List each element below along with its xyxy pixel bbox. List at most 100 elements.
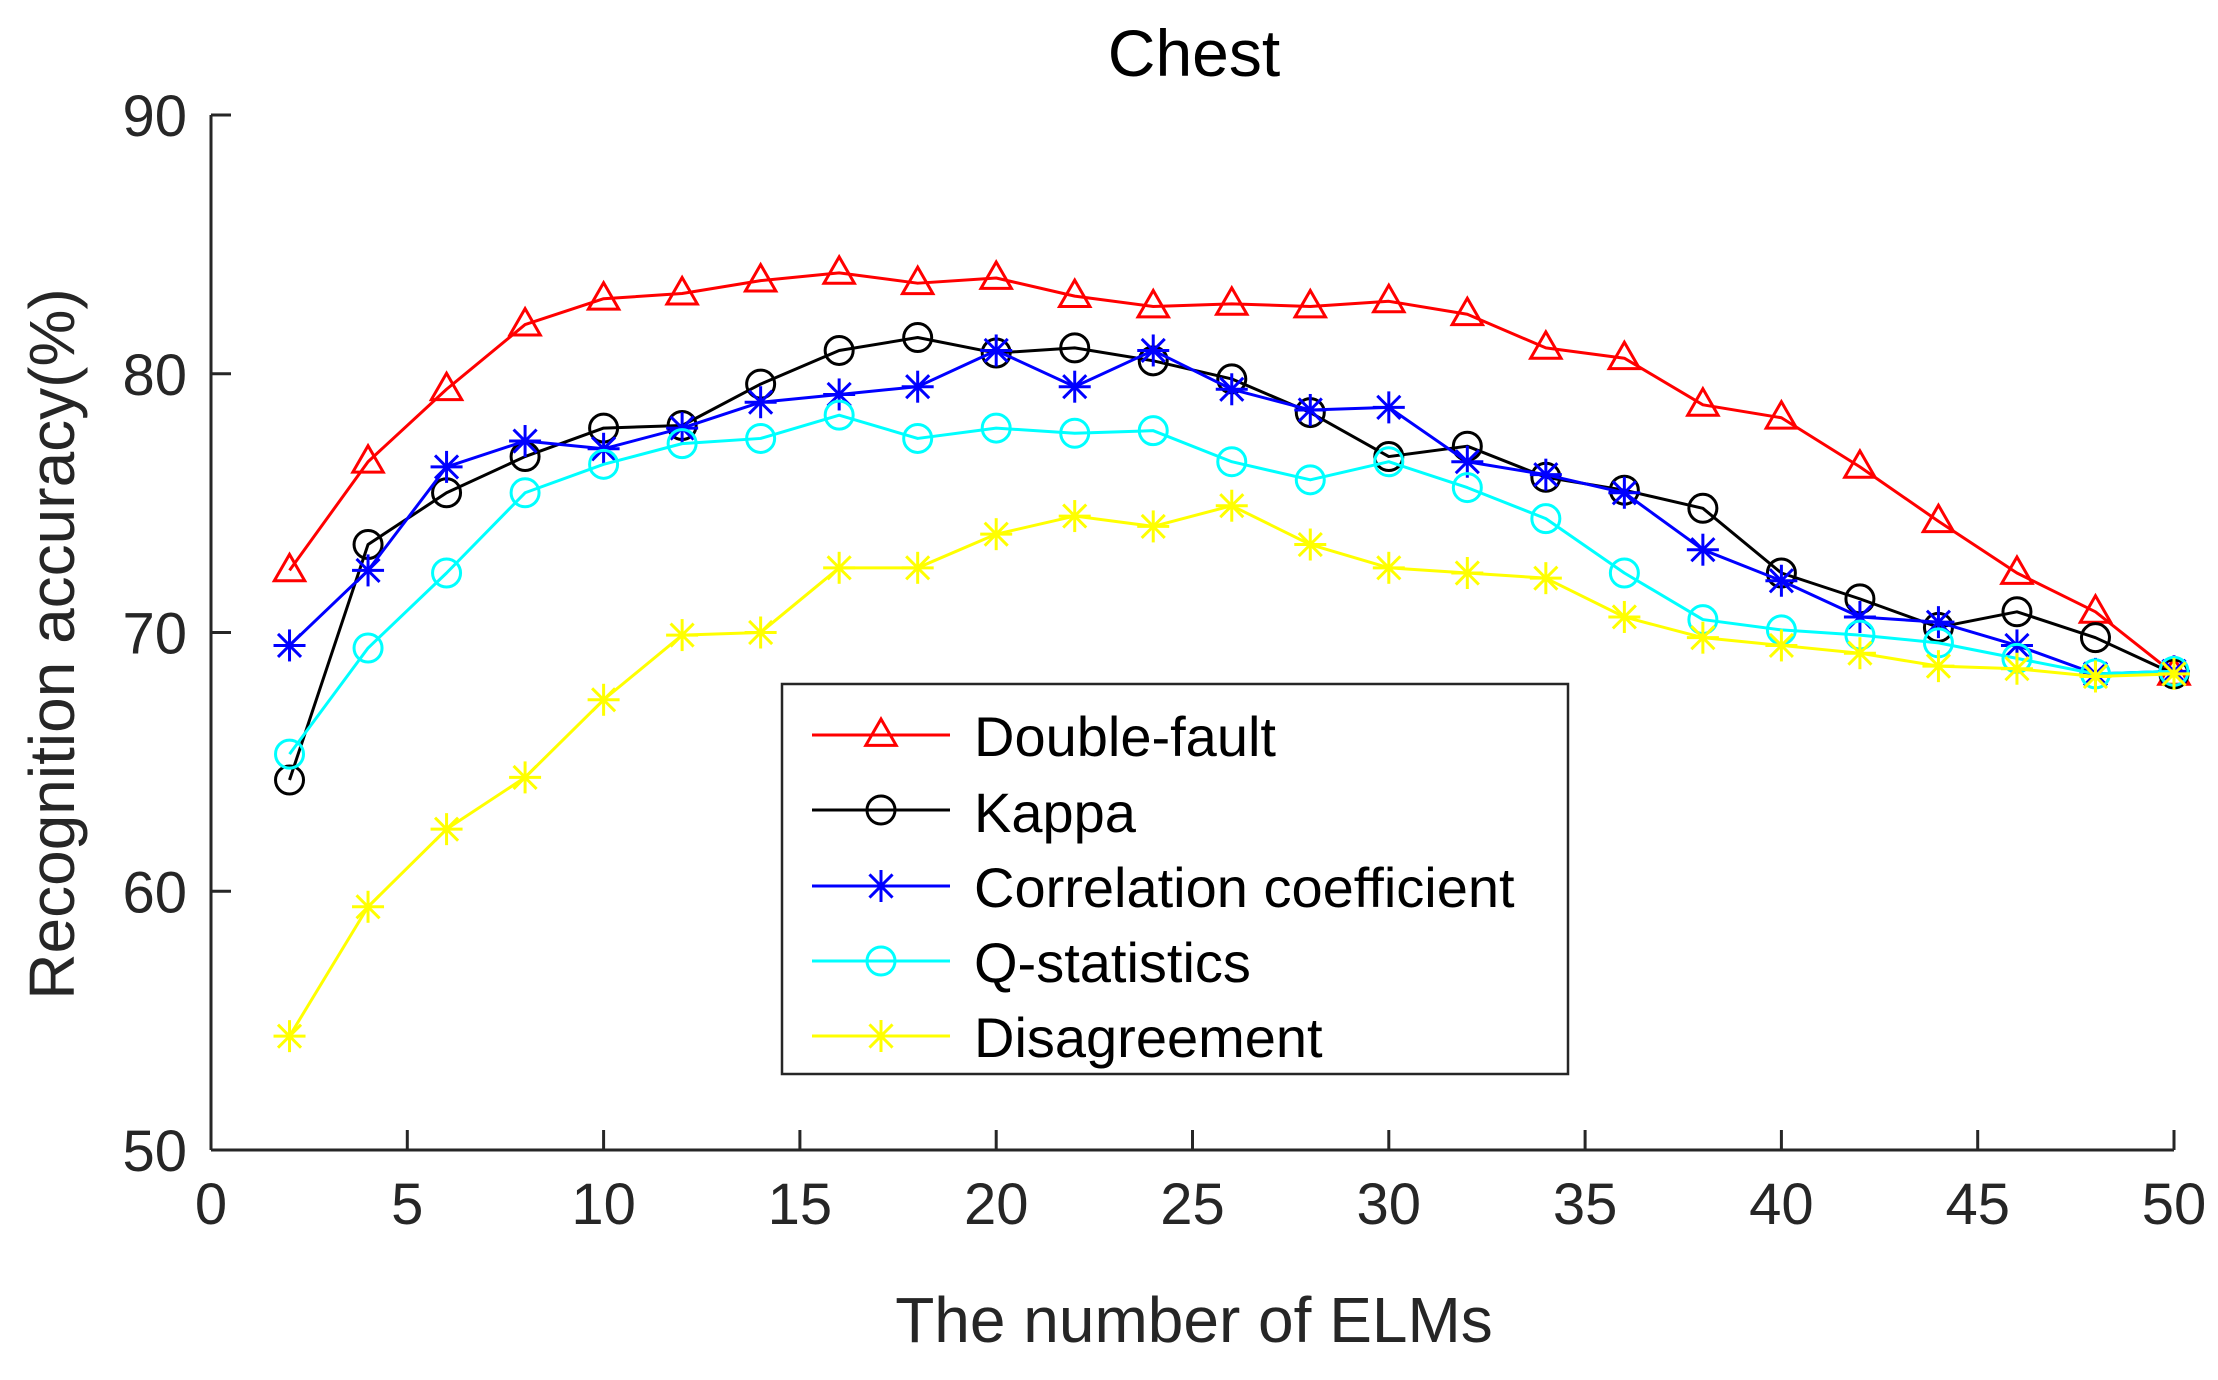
data-point-q-statistics — [1059, 417, 1091, 449]
data-point-q-statistics — [509, 477, 541, 509]
data-point-q-statistics — [431, 557, 463, 589]
legend: Double-fault Kappa Correlation coefficie… — [780, 682, 1570, 1076]
x-tick-label: 20 — [964, 1172, 1029, 1237]
y-tick-label: 50 — [122, 1119, 187, 1184]
data-point-disagreement — [352, 890, 385, 923]
series-line-q-statistics — [288, 413, 2175, 756]
legend-label-disagreement: Disagreement — [974, 1006, 1323, 1069]
data-point-q-statistics — [1137, 415, 1169, 447]
data-point-q-statistics — [980, 412, 1012, 444]
y-tick-label: 70 — [122, 602, 187, 667]
data-point-q-statistics — [745, 422, 777, 454]
data-point-kappa — [2001, 596, 2033, 628]
y-tick-label: 60 — [122, 860, 187, 925]
data-point-q-statistics — [1451, 472, 1483, 504]
data-point-correlation-coefficient — [901, 370, 934, 403]
data-point-disagreement — [1529, 562, 1562, 595]
data-point-correlation-coefficient — [1137, 334, 1170, 367]
data-point-double-fault — [585, 279, 622, 311]
y-tick-label: 80 — [122, 343, 187, 408]
x-tick-label: 15 — [768, 1172, 833, 1237]
data-point-correlation-coefficient — [509, 425, 542, 458]
data-point-q-statistics — [1530, 503, 1562, 535]
data-point-correlation-coefficient — [1608, 476, 1641, 509]
data-point-double-fault — [2077, 592, 2114, 624]
legend-label-kappa: Kappa — [974, 781, 1137, 844]
data-point-q-statistics — [1216, 446, 1248, 478]
data-point-disagreement — [2158, 657, 2190, 690]
x-tick-label: 5 — [391, 1172, 423, 1237]
data-point-disagreement — [744, 616, 777, 649]
data-point-correlation-coefficient — [1686, 533, 1719, 566]
legend-marker-q-statistics — [865, 945, 897, 977]
data-point-disagreement — [273, 1020, 306, 1053]
data-point-double-fault — [821, 253, 857, 285]
data-point-disagreement — [823, 551, 856, 584]
data-point-q-statistics — [823, 399, 855, 431]
x-tick-label: 25 — [1160, 1172, 1225, 1237]
chart-title: Chest — [1108, 16, 1280, 90]
data-point-disagreement — [1137, 510, 1170, 543]
data-point-q-statistics — [1373, 446, 1405, 478]
data-point-q-statistics — [666, 428, 698, 460]
axes: 0 5 10 15 20 25 30 35 40 45 50 50 60 70 80 90 — [122, 84, 2206, 1237]
x-tick-label: 30 — [1357, 1172, 1422, 1237]
x-tick-label: 40 — [1749, 1172, 1814, 1237]
data-point-double-fault — [1449, 295, 1486, 327]
series-line-double-fault — [288, 271, 2175, 676]
x-tick-label: 50 — [2142, 1172, 2207, 1237]
data-point-kappa — [1687, 492, 1719, 524]
data-point-double-fault — [1056, 277, 1093, 309]
data-point-disagreement — [430, 813, 463, 846]
data-point-double-fault — [1685, 385, 1721, 417]
legend-marker-correlation-coefficient — [865, 870, 897, 902]
data-point-correlation-coefficient — [1765, 564, 1798, 597]
data-point-correlation-coefficient — [1058, 370, 1091, 403]
data-point-double-fault — [742, 261, 779, 293]
data-point-kappa — [1059, 332, 1091, 364]
data-point-double-fault — [978, 259, 1014, 290]
data-point-double-fault — [1528, 328, 1564, 360]
data-point-disagreement — [980, 518, 1013, 551]
data-point-correlation-coefficient — [1372, 391, 1405, 424]
data-point-correlation-coefficient — [1294, 393, 1327, 426]
data-point-double-fault — [271, 551, 308, 583]
y-axis-label: Recognition accuracy(%) — [16, 288, 88, 999]
data-point-kappa — [823, 334, 855, 366]
x-tick-label: 45 — [1945, 1172, 2010, 1237]
data-point-disagreement — [1765, 629, 1798, 662]
data-point-q-statistics — [1608, 557, 1640, 589]
data-point-correlation-coefficient — [1529, 458, 1562, 491]
data-point-double-fault — [1606, 339, 1643, 371]
data-point-correlation-coefficient — [980, 334, 1013, 367]
data-point-q-statistics — [274, 738, 306, 770]
data-point-correlation-coefficient — [1215, 373, 1248, 406]
data-point-q-statistics — [352, 632, 384, 664]
data-point-disagreement — [666, 619, 699, 652]
data-point-disagreement — [2000, 652, 2033, 685]
data-point-double-fault — [1213, 284, 1250, 316]
legend-box — [780, 682, 1570, 1076]
data-point-double-fault — [1135, 287, 1172, 319]
data-point-kappa — [2079, 622, 2111, 654]
data-point-double-fault — [1920, 502, 1957, 534]
data-point-kappa — [274, 764, 306, 796]
legend-marker-disagreement — [865, 1020, 897, 1052]
data-point-double-fault — [1371, 282, 1407, 314]
data-point-disagreement — [1451, 556, 1484, 589]
data-point-correlation-coefficient — [273, 629, 306, 662]
data-point-correlation-coefficient — [587, 432, 620, 465]
legend-marker-double-fault — [863, 715, 899, 747]
data-point-double-fault — [664, 274, 700, 306]
data-point-disagreement — [1294, 528, 1327, 561]
data-point-kappa — [902, 322, 934, 354]
data-point-disagreement — [901, 551, 934, 584]
legend-marker-kappa — [865, 794, 897, 826]
data-point-correlation-coefficient — [666, 412, 699, 445]
data-point-double-fault — [428, 370, 465, 402]
legend-label-q-statistics: Q-statistics — [974, 931, 1251, 994]
data-point-double-fault — [1842, 447, 1878, 479]
data-point-double-fault — [1999, 553, 2035, 585]
data-point-double-fault — [507, 305, 543, 337]
x-axis-label: The number of ELMs — [895, 1284, 1493, 1356]
